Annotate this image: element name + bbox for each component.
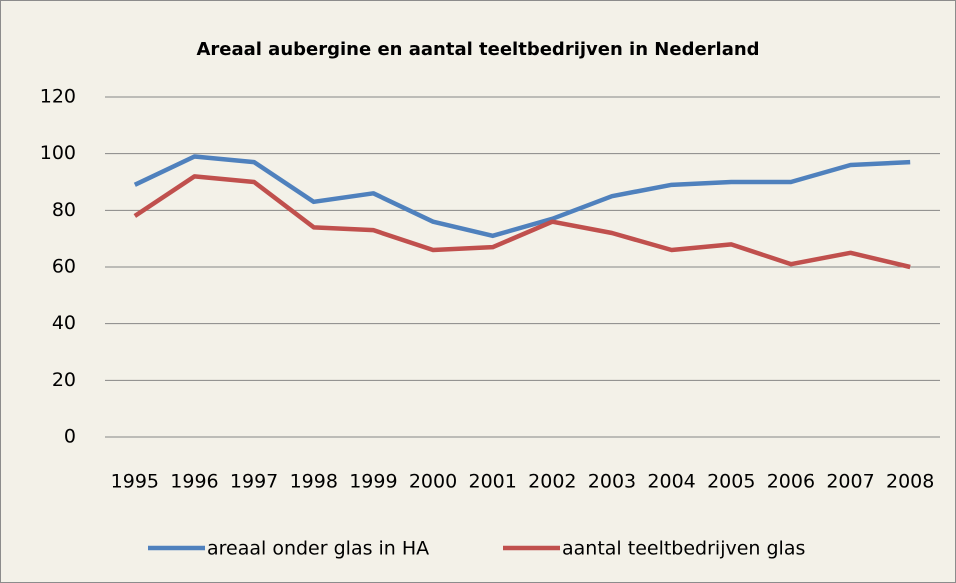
x-tick-label: 2002 — [528, 471, 576, 493]
legend-label: areaal onder glas in HA — [207, 538, 429, 560]
data-line — [133, 154, 911, 239]
x-tick-label: 1996 — [170, 471, 218, 493]
y-tick-label: 100 — [40, 142, 76, 164]
y-tick-label: 0 — [64, 426, 76, 448]
x-tick-label: 1999 — [349, 471, 397, 493]
x-tick-label: 2006 — [767, 471, 815, 493]
legend-label: aantal teeltbedrijven glas — [562, 538, 805, 560]
x-tick-label: 2005 — [707, 471, 755, 493]
x-tick-label: 2004 — [647, 471, 695, 493]
x-tick-label: 2003 — [588, 471, 636, 493]
y-tick-label: 20 — [52, 369, 76, 391]
y-tick-label: 80 — [52, 199, 76, 221]
x-tick-label: 2007 — [826, 471, 874, 493]
y-tick-label: 60 — [52, 256, 76, 278]
x-tick-label: 2001 — [468, 471, 516, 493]
x-tick-label: 2008 — [886, 471, 934, 493]
x-tick-label: 1998 — [290, 471, 338, 493]
x-tick-label: 1995 — [111, 471, 159, 493]
chart-title: Areaal aubergine en aantal teeltbedrijve… — [196, 39, 759, 60]
x-tick-label: 1997 — [230, 471, 278, 493]
data-line — [133, 174, 911, 270]
x-tick-label: 2000 — [409, 471, 457, 493]
y-tick-label: 120 — [40, 86, 76, 108]
y-tick-label: 40 — [52, 312, 76, 334]
